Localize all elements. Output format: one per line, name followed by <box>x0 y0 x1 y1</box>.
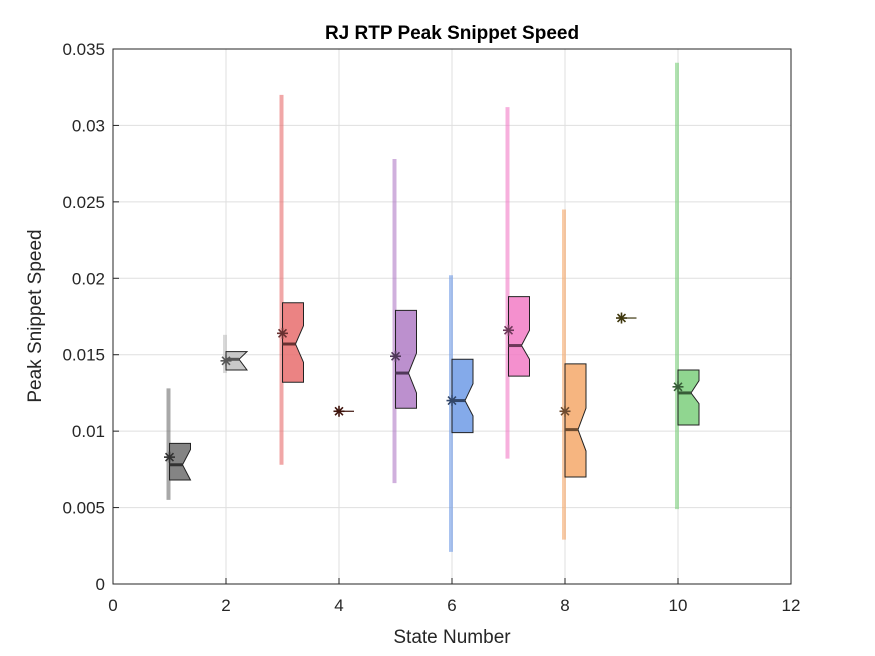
box-state-3 <box>277 94 304 465</box>
x-tick-label: 10 <box>669 596 688 615</box>
x-tick-label: 6 <box>447 596 456 615</box>
mean-marker <box>277 327 288 339</box>
mean-marker <box>446 395 458 407</box>
box-state-9 <box>616 312 637 324</box>
y-tick-label: 0.035 <box>62 40 105 59</box>
box-body <box>451 358 474 434</box>
x-tick-label: 8 <box>560 596 569 615</box>
box-body <box>225 351 249 371</box>
mean-marker <box>390 350 401 362</box>
box-state-7 <box>503 107 530 459</box>
mean-marker <box>220 355 232 367</box>
box-state-2 <box>220 334 249 374</box>
box-state-8 <box>559 209 587 540</box>
mean-marker <box>559 405 571 417</box>
box-body <box>395 309 417 409</box>
plot-area: 0 2 4 6 8 10 12 0 0.005 0.01 0.015 0.02 0.025 0.03 0.0… <box>62 40 800 615</box>
box-body <box>677 369 700 426</box>
chart-title: RJ RTP Peak Snippet Speed <box>325 23 579 44</box>
mean-marker <box>616 312 627 324</box>
boxes <box>164 62 700 552</box>
y-axis-label: Peak Snippet Speed <box>25 229 46 402</box>
box-body <box>282 302 304 383</box>
box-state-6 <box>446 275 474 552</box>
y-tick-label: 0.03 <box>72 116 105 135</box>
box-body <box>564 363 587 478</box>
box-state-4 <box>333 405 354 417</box>
mean-marker <box>672 381 684 393</box>
y-tick-label: 0.005 <box>62 499 105 518</box>
box-state-10 <box>672 62 700 510</box>
x-tick-label: 12 <box>782 596 801 615</box>
mean-marker <box>503 324 514 336</box>
y-tick-label: 0.02 <box>72 269 105 288</box>
y-tick-label: 0 <box>96 575 105 594</box>
box-body <box>508 296 530 377</box>
box-state-5 <box>390 159 417 484</box>
x-axis-label: State Number <box>393 627 511 648</box>
box-state-1 <box>164 388 192 500</box>
y-tick-label: 0.025 <box>62 193 105 212</box>
x-tick-label: 0 <box>108 596 117 615</box>
ticks: 0 2 4 6 8 10 12 0 0.005 0.01 0.015 0.02 0.025 0.03 0.0… <box>62 40 800 615</box>
mean-marker <box>333 405 345 417</box>
mean-marker <box>164 451 175 463</box>
x-tick-label: 2 <box>221 596 230 615</box>
y-tick-label: 0.015 <box>62 346 105 365</box>
x-tick-label: 4 <box>334 596 343 615</box>
y-tick-label: 0.01 <box>72 422 105 441</box>
